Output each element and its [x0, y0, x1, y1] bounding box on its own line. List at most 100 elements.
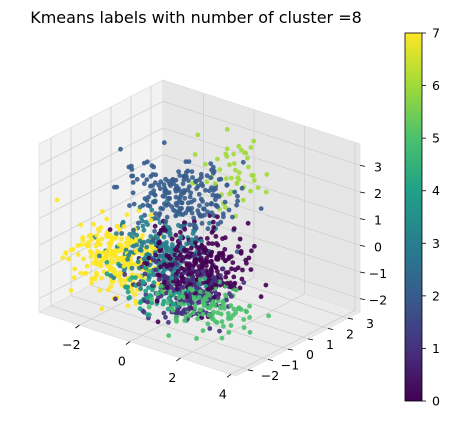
gridline-x — [230, 310, 356, 375]
scatter-point-cluster-5 — [146, 268, 152, 274]
scatter-point-cluster-2 — [189, 169, 195, 175]
scatter-point-cluster-0 — [180, 275, 185, 281]
scatter-point-cluster-5 — [192, 296, 197, 302]
scatter-point-cluster-3 — [141, 239, 147, 245]
scatter-point-cluster-5 — [217, 305, 223, 310]
scatter-point-cluster-3 — [117, 263, 123, 269]
scatter-point-cluster-7 — [121, 224, 127, 230]
scatter-point-cluster-0 — [158, 247, 164, 253]
scatter-point-cluster-0 — [204, 268, 209, 273]
scatter-point-cluster-2 — [226, 207, 232, 213]
scatter-point-cluster-3 — [207, 220, 212, 226]
scatter-point-cluster-7 — [108, 239, 114, 245]
scatter-point-cluster-7 — [89, 280, 94, 286]
scatter-point-cluster-2 — [151, 188, 157, 194]
scatter-point-cluster-7 — [132, 292, 138, 297]
scatter-point-cluster-2 — [130, 180, 136, 185]
scatter-point-cluster-7 — [71, 275, 77, 280]
scatter-point-cluster-5 — [221, 323, 226, 329]
scatter-point-cluster-5 — [247, 303, 252, 309]
scatter-point-cluster-0 — [174, 256, 180, 261]
scatter-point-cluster-0 — [167, 256, 173, 261]
scatter-point-cluster-5 — [159, 284, 164, 289]
scatter-point-cluster-7 — [110, 252, 116, 258]
scatter-point-cluster-0 — [213, 265, 219, 271]
scatter-point-cluster-6 — [251, 178, 257, 183]
scatter-point-cluster-5 — [228, 303, 234, 308]
scatter-point-cluster-0 — [194, 257, 199, 263]
scatter-point-cluster-0 — [224, 280, 230, 286]
scatter-point-cluster-7 — [75, 243, 81, 248]
x-tick-label: 0 — [118, 354, 126, 369]
scatter-point-cluster-5 — [206, 312, 212, 318]
scatter-point-cluster-2 — [144, 198, 150, 203]
scatter-point-cluster-7 — [115, 248, 120, 254]
scatter-point-cluster-3 — [129, 265, 135, 271]
scatter-point-cluster-0 — [155, 319, 161, 325]
scatter-point-cluster-2 — [195, 208, 201, 214]
colorbar-tick-label: 0 — [432, 394, 440, 409]
scatter-point-cluster-7 — [119, 247, 125, 253]
scatter-point-cluster-0 — [215, 269, 220, 274]
scatter-point-cluster-4 — [202, 275, 208, 281]
scatter-point-cluster-7 — [86, 233, 92, 239]
scatter-point-cluster-1 — [122, 272, 128, 277]
scatter-point-cluster-2 — [157, 211, 163, 216]
scatter-point-cluster-3 — [140, 223, 146, 229]
scatter-point-cluster-7 — [72, 266, 78, 272]
scatter-point-cluster-7 — [109, 279, 115, 285]
scatter-point-cluster-1 — [171, 287, 177, 292]
scatter-point-cluster-7 — [116, 242, 122, 247]
scatter-point-cluster-3 — [108, 273, 114, 278]
scatter-point-cluster-0 — [222, 235, 228, 241]
scatter-point-cluster-1 — [224, 297, 229, 303]
x-tick-mark — [75, 324, 80, 329]
scatter-point-cluster-2 — [204, 173, 210, 179]
scatter-point-cluster-2 — [221, 214, 226, 220]
scatter-point-cluster-7 — [87, 249, 93, 254]
scatter-point-cluster-7 — [93, 257, 99, 262]
scatter-point-cluster-7 — [106, 252, 112, 258]
x-tick-mark — [226, 374, 232, 378]
scatter-point-cluster-0 — [175, 269, 181, 274]
scatter-point-cluster-6 — [234, 181, 240, 186]
scatter-point-cluster-5 — [228, 323, 234, 328]
scatter-point-cluster-0 — [192, 240, 198, 246]
scatter-point-cluster-6 — [251, 138, 257, 144]
scatter-point-cluster-0 — [228, 284, 234, 290]
scatter-point-cluster-0 — [213, 234, 219, 239]
scatter-point-cluster-3 — [176, 222, 181, 228]
scatter-point-cluster-5 — [220, 299, 226, 305]
scatter-point-cluster-2 — [199, 221, 205, 226]
scatter-point-cluster-2 — [191, 222, 197, 228]
scatter-point-cluster-1 — [207, 326, 213, 331]
scatter-point-cluster-4 — [147, 293, 153, 298]
scatter-point-cluster-0 — [205, 286, 211, 292]
scatter-point-cluster-3 — [114, 231, 119, 237]
scatter-point-cluster-5 — [223, 292, 229, 298]
y-tick-label: −2 — [261, 368, 279, 383]
scatter-point-cluster-7 — [97, 242, 103, 247]
scatter-point-cluster-0 — [249, 248, 254, 254]
z-tick-label: −2 — [369, 293, 387, 308]
scatter-point-cluster-0 — [231, 226, 237, 232]
scatter-point-cluster-0 — [244, 260, 249, 266]
scatter-point-cluster-0 — [239, 276, 245, 282]
scatter-point-cluster-7 — [94, 232, 99, 238]
scatter-point-cluster-0 — [204, 236, 210, 241]
scatter-point-cluster-3 — [199, 238, 204, 244]
scatter-point-cluster-2 — [119, 231, 125, 236]
scatter-point-cluster-0 — [211, 225, 217, 230]
scatter-point-cluster-2 — [160, 206, 166, 212]
scatter-point-cluster-0 — [223, 274, 229, 280]
scatter-point-cluster-2 — [150, 237, 156, 243]
scatter-point-cluster-2 — [183, 170, 189, 175]
scatter-point-cluster-6 — [224, 146, 230, 152]
scatter-point-cluster-6 — [203, 161, 208, 167]
scatter-point-cluster-0 — [215, 214, 220, 220]
scatter-point-cluster-5 — [180, 294, 186, 300]
scatter-point-cluster-2 — [197, 203, 202, 209]
scatter-point-cluster-3 — [146, 274, 152, 279]
scatter-point-cluster-2 — [216, 194, 222, 199]
